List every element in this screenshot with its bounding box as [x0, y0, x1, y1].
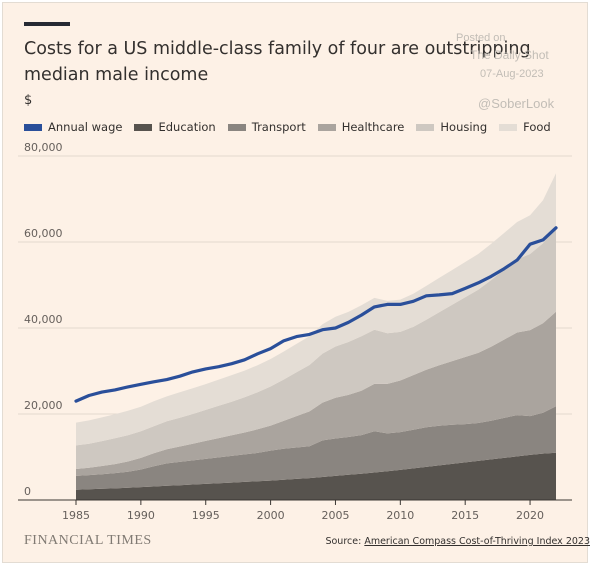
y-tick-label: 40,000 — [24, 313, 63, 326]
area-transport — [76, 406, 556, 490]
legend-item-housing: Housing — [416, 120, 487, 134]
y-tick-label: 0 — [24, 485, 31, 498]
legend-swatch-transport — [227, 123, 246, 131]
chart-title: Costs for a US middle-class family of fo… — [24, 39, 531, 85]
footer-source: Source: American Compass Cost-of-Thrivin… — [325, 536, 590, 547]
legend-swatch-food — [499, 123, 518, 131]
legend-label-annual-wage: Annual wage — [48, 120, 123, 134]
x-tick-label: 2010 — [386, 509, 414, 522]
legend-label-food: Food — [523, 120, 551, 134]
x-tick-label: 1990 — [127, 509, 155, 522]
legend-item-annual-wage: Annual wage — [24, 120, 122, 134]
watermark-site: The Daily Shot — [470, 48, 549, 62]
legend-label-education: Education — [158, 120, 216, 134]
y-tick-label: 60,000 — [24, 227, 63, 240]
legend-item-healthcare: Healthcare — [317, 120, 405, 134]
legend-swatch-housing — [416, 123, 435, 131]
watermark-handle: @SoberLook — [478, 96, 555, 111]
y-tick-label: 20,000 — [24, 399, 63, 412]
legend-label-housing: Housing — [440, 120, 488, 134]
legend-swatch-annual-wage — [24, 123, 42, 131]
line-annual-wage — [74, 226, 558, 403]
legend-swatch-education — [134, 123, 153, 131]
x-tick-label: 2015 — [451, 509, 479, 522]
title-accent-bar — [24, 22, 70, 26]
footer-source-prefix: Source: — [325, 536, 365, 547]
x-tick-label: 2005 — [321, 509, 349, 522]
legend-item-food: Food — [499, 120, 551, 134]
legend-item-education: Education — [134, 120, 216, 134]
area-housing — [76, 225, 556, 469]
legend-item-transport: Transport — [227, 120, 306, 134]
footer-source-link[interactable]: American Compass Cost-of-Thriving Index … — [364, 536, 590, 547]
footer-brand: FINANCIAL TIMES — [24, 533, 152, 548]
x-tick-label: 1985 — [62, 509, 90, 522]
watermark-date: 07-Aug-2023 — [480, 68, 544, 80]
x-tick-label: 2000 — [257, 509, 285, 522]
x-tick-label: 2020 — [516, 509, 544, 522]
legend-swatch-healthcare — [317, 123, 336, 131]
area-education — [76, 452, 556, 500]
legend-label-transport: Transport — [251, 120, 306, 134]
area-food — [76, 173, 556, 446]
chart-legend: Annual wage Education Transport Healthca… — [24, 120, 563, 134]
area-healthcare — [76, 311, 556, 476]
legend-label-healthcare: Healthcare — [341, 120, 405, 134]
y-axis-unit-label: $ — [24, 93, 33, 108]
y-tick-label: 80,000 — [24, 141, 63, 154]
x-tick-label: 1995 — [192, 509, 220, 522]
watermark-posted-on: Posted on — [456, 32, 506, 44]
